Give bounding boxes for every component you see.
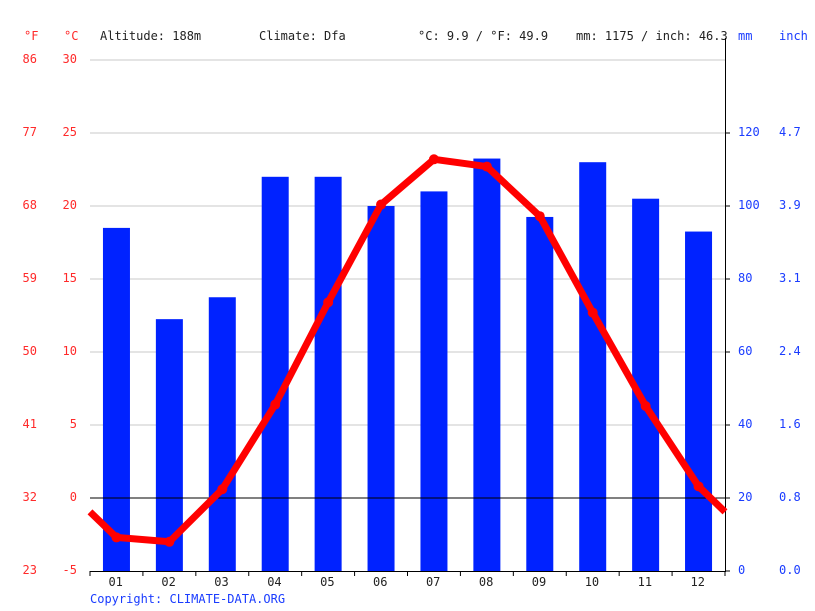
mm-tick-label: 0	[738, 563, 746, 577]
celsius-tick-label: 5	[69, 417, 77, 431]
temperature-point	[217, 484, 228, 495]
month-label: 03	[214, 575, 229, 589]
mm-tick-label: 100	[738, 198, 760, 212]
average-temperature-label: °C: 9.9 / °F: 49.9	[418, 29, 549, 43]
precipitation-bar	[420, 191, 448, 571]
copyright-link[interactable]: Copyright: CLIMATE-DATA.ORG	[90, 592, 286, 606]
temperature-line	[87, 155, 728, 546]
temperature-point	[376, 199, 387, 210]
mm-tick-label: 120	[738, 125, 760, 139]
month-label: 07	[425, 575, 441, 589]
precipitation-bar	[367, 206, 395, 571]
celsius-tick-label: 0	[69, 490, 77, 504]
month-label: 09	[531, 575, 547, 589]
total-precipitation-label: mm: 1175 / inch: 46.3	[576, 29, 728, 43]
fahrenheit-tick-label: 41	[22, 417, 37, 431]
precipitation-bar	[579, 162, 607, 571]
temperature-point	[693, 481, 704, 492]
fahrenheit-unit-label: °F	[24, 29, 39, 43]
temperature-point	[323, 297, 334, 308]
celsius-tick-label: 10	[62, 344, 77, 358]
inch-tick-label: 0.8	[779, 490, 801, 504]
month-label: 11	[637, 575, 653, 589]
month-label: 05	[320, 575, 335, 589]
fahrenheit-tick-label: 50	[22, 344, 37, 358]
inch-tick-label: 4.7	[779, 125, 801, 139]
mm-tick-label: 60	[738, 344, 753, 358]
fahrenheit-tick-label: 86	[22, 52, 37, 66]
precipitation-bar	[102, 227, 130, 571]
precipitation-bar	[473, 158, 501, 572]
fahrenheit-tick-label: 32	[22, 490, 37, 504]
inch-unit-label: inch	[779, 29, 808, 43]
climate-label: Climate: Dfa	[259, 29, 346, 43]
inch-tick-label: 3.1	[779, 271, 801, 285]
fahrenheit-tick-label: 59	[22, 271, 37, 285]
month-label: 10	[584, 575, 600, 589]
celsius-tick-label: 20	[62, 198, 77, 212]
temperature-point	[270, 399, 281, 410]
temperature-point	[534, 211, 545, 222]
month-label: 02	[161, 575, 176, 589]
precipitation-bar	[314, 176, 342, 572]
temperature-point	[428, 154, 439, 165]
inch-tick-label: 3.9	[779, 198, 801, 212]
fahrenheit-tick-label: 77	[22, 125, 37, 139]
month-label: 01	[108, 575, 123, 589]
mm-unit-label: mm	[738, 29, 753, 43]
mm-tick-label: 20	[738, 490, 753, 504]
mm-tick-label: 40	[738, 417, 753, 431]
inch-tick-label: 1.6	[779, 417, 801, 431]
month-label: 12	[690, 575, 705, 589]
celsius-tick-label: -5	[62, 563, 77, 577]
precipitation-bar	[208, 297, 236, 571]
altitude-label: Altitude: 188m	[100, 29, 202, 43]
mm-tick-label: 80	[738, 271, 753, 285]
temperature-point	[481, 161, 492, 172]
celsius-unit-label: °C	[64, 29, 79, 43]
temperature-point	[111, 532, 122, 543]
precipitation-bar	[261, 176, 289, 572]
celsius-tick-label: 30	[62, 52, 77, 66]
inch-tick-label: 2.4	[779, 344, 801, 358]
temperature-point	[164, 536, 175, 547]
celsius-tick-label: 15	[62, 271, 77, 285]
inch-tick-label: 0.0	[779, 563, 801, 577]
fahrenheit-tick-label: 68	[22, 198, 37, 212]
celsius-tick-label: 25	[62, 125, 77, 139]
precipitation-bar	[685, 231, 713, 572]
temperature-point	[587, 307, 598, 318]
month-label: 06	[373, 575, 388, 589]
month-label: 04	[267, 575, 282, 589]
precipitation-bar	[526, 216, 554, 571]
temperature-point	[640, 401, 651, 412]
fahrenheit-tick-label: 23	[22, 563, 37, 577]
month-label: 08	[478, 575, 494, 589]
